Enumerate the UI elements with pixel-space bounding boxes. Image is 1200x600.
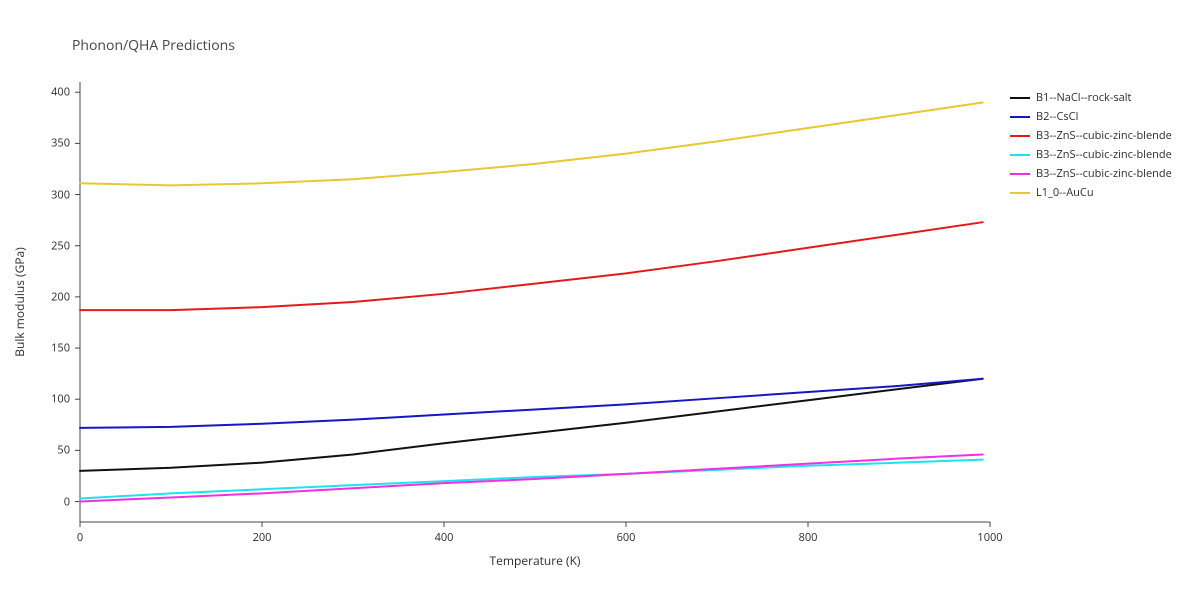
x-tick-label: 600 [617, 530, 636, 545]
x-tick-label: 200 [253, 530, 272, 545]
series-line[interactable] [80, 222, 983, 310]
legend: B1--NaCl--rock-salt B2--CsCl B3--ZnS--cubi… [1010, 90, 1172, 204]
series-line[interactable] [80, 102, 983, 185]
legend-swatch [1010, 173, 1030, 175]
legend-label: B3--ZnS--cubic-zinc-blende [1036, 128, 1172, 143]
y-tick-label: 200 [51, 289, 70, 304]
legend-label: B3--ZnS--cubic-zinc-blende [1036, 166, 1172, 181]
y-tick-label: 300 [51, 187, 70, 202]
legend-swatch [1010, 154, 1030, 156]
x-axis-label: Temperature (K) [490, 552, 581, 569]
legend-swatch [1010, 135, 1030, 137]
y-axis-label: Bulk modulus (GPa) [11, 247, 28, 357]
y-tick-label: 0 [64, 494, 70, 509]
legend-swatch [1010, 97, 1030, 99]
x-tick-label: 0 [77, 530, 83, 545]
chart-container: Phonon/QHA Predictions Temperature (K) B… [0, 0, 1200, 600]
x-tick-label: 800 [799, 530, 818, 545]
series-line[interactable] [80, 379, 983, 428]
x-tick-label: 1000 [977, 530, 1002, 545]
legend-swatch [1010, 116, 1030, 118]
legend-item[interactable]: B2--CsCl [1010, 109, 1172, 124]
legend-label: B1--NaCl--rock-salt [1036, 90, 1131, 105]
legend-item[interactable]: B3--ZnS--cubic-zinc-blende [1010, 166, 1172, 181]
y-tick-label: 400 [51, 85, 70, 100]
legend-item[interactable]: B1--NaCl--rock-salt [1010, 90, 1172, 105]
legend-label: B3--ZnS--cubic-zinc-blende [1036, 147, 1172, 162]
y-tick-label: 150 [51, 341, 70, 356]
legend-item[interactable]: B3--ZnS--cubic-zinc-blende [1010, 128, 1172, 143]
legend-label: L1_0--AuCu [1036, 185, 1094, 200]
legend-label: B2--CsCl [1036, 109, 1078, 124]
x-tick-label: 400 [435, 530, 454, 545]
legend-swatch [1010, 192, 1030, 194]
y-tick-label: 250 [51, 238, 70, 253]
y-tick-label: 100 [51, 392, 70, 407]
legend-item[interactable]: L1_0--AuCu [1010, 185, 1172, 200]
legend-item[interactable]: B3--ZnS--cubic-zinc-blende [1010, 147, 1172, 162]
y-tick-label: 350 [51, 136, 70, 151]
y-tick-label: 50 [57, 443, 70, 458]
